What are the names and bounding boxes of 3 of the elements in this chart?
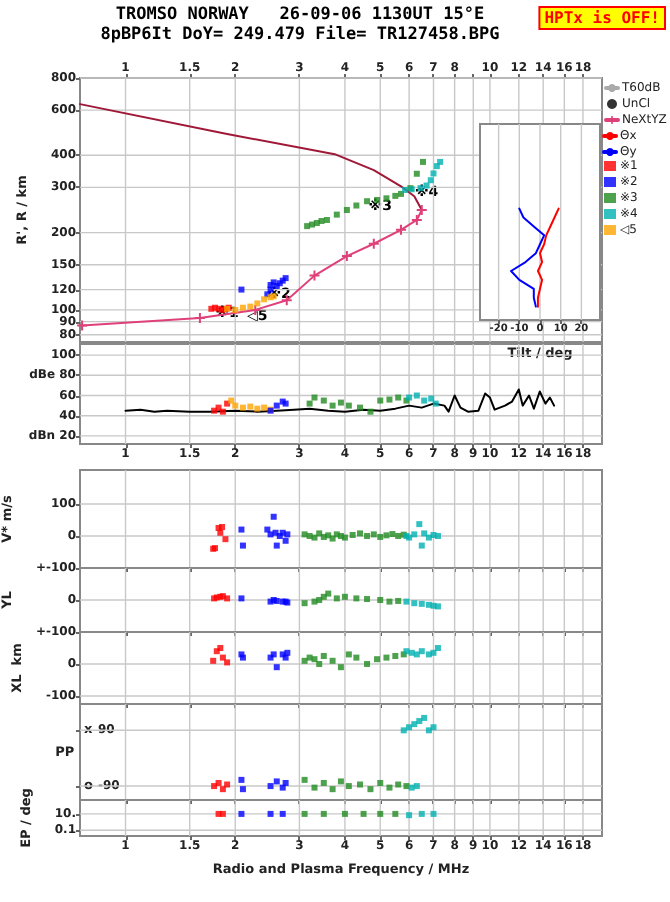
text: HPTx is OFF!	[544, 9, 660, 27]
chart-subtitle: 8pBP6It DoY= 249.479 File= TR127458.BPG	[100, 25, 500, 45]
chart-title: TROMSO NORWAY 26-09-06 1130UT 15°E	[115, 5, 485, 25]
